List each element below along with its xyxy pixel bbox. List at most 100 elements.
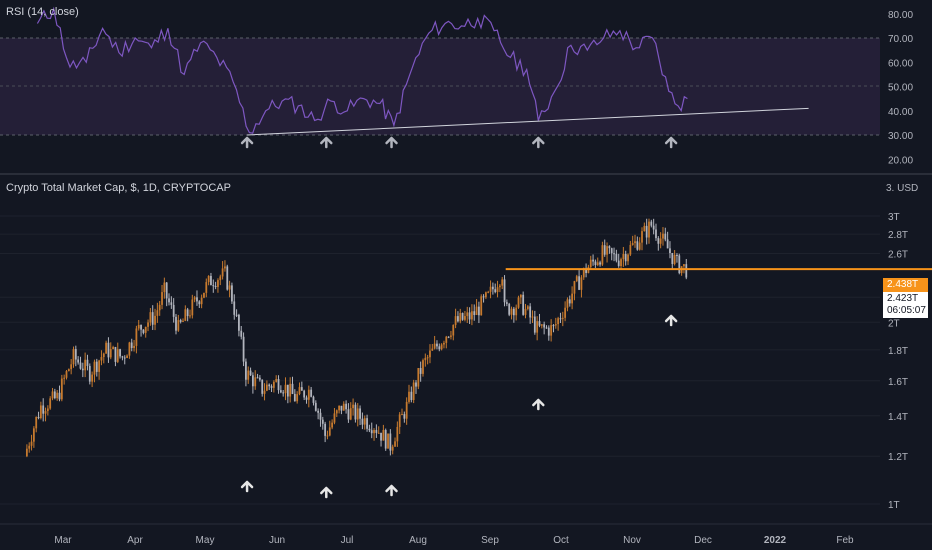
candle-body xyxy=(328,427,331,436)
candle-body xyxy=(186,309,189,317)
x-tick-label: Aug xyxy=(409,535,427,546)
candle-body xyxy=(575,276,578,282)
candle-body xyxy=(643,225,646,232)
candle-body xyxy=(503,279,506,303)
candle-body xyxy=(231,285,233,302)
price-up-arrow-icon xyxy=(385,484,398,497)
currency-label[interactable]: 3. USD xyxy=(886,183,918,194)
candle-body xyxy=(431,348,434,351)
rsi-panel: RSI (14, close) 80.00 70.00 60.00 50.00 40.0… xyxy=(0,6,913,166)
x-axis[interactable]: Mar Apr May Jun Jul Aug Sep Oct Nov Dec 2022 Feb xyxy=(54,535,854,546)
candle-body xyxy=(473,311,476,315)
candle-body xyxy=(221,268,224,277)
candle-body xyxy=(79,362,82,369)
candle-body xyxy=(464,316,466,320)
candle-body xyxy=(454,316,457,325)
candle-body xyxy=(468,312,471,320)
candle-body xyxy=(394,441,396,447)
candle-body xyxy=(480,296,483,316)
candle-body xyxy=(352,404,354,409)
candle-body xyxy=(193,297,196,300)
candle-body xyxy=(51,391,54,399)
candle-body xyxy=(515,307,518,316)
last-value: 2.423T xyxy=(887,293,919,304)
candle-body xyxy=(116,349,119,362)
x-tick-label: 2022 xyxy=(764,535,787,546)
price-up-arrow-icon xyxy=(320,486,333,499)
candle-body xyxy=(629,244,632,255)
candle-body xyxy=(291,383,294,394)
candle-body xyxy=(487,291,490,293)
candle-body xyxy=(91,374,94,382)
candle-body xyxy=(450,335,452,337)
candle-body xyxy=(198,301,201,305)
candle-body xyxy=(517,297,520,308)
rsi-line xyxy=(36,6,688,134)
candle-body xyxy=(354,404,357,420)
candle-body xyxy=(436,343,438,347)
candle-body xyxy=(683,264,685,267)
candle-body xyxy=(538,321,541,326)
candle-body xyxy=(377,432,380,434)
candle-body xyxy=(349,408,352,420)
candle-body xyxy=(408,391,410,402)
x-tick-label: Mar xyxy=(54,535,72,546)
candle-body xyxy=(272,381,275,388)
rsi-tick-label: 60.00 xyxy=(888,58,913,69)
candle-body xyxy=(494,289,497,293)
candle-body xyxy=(95,361,98,372)
candle-body xyxy=(72,349,75,365)
rsi-trendline[interactable] xyxy=(247,107,809,136)
candle-body xyxy=(359,408,361,419)
candle-body xyxy=(368,428,371,431)
candle-body xyxy=(422,360,424,374)
candle-body xyxy=(324,423,327,436)
candle-body xyxy=(226,266,229,290)
candle-body xyxy=(415,382,417,387)
x-tick-label: Feb xyxy=(836,535,854,546)
candle-body xyxy=(53,391,56,399)
candle-body xyxy=(144,326,147,333)
candle-body xyxy=(35,416,38,429)
candle-body xyxy=(405,401,408,419)
candle-body xyxy=(387,433,389,449)
price-panel: Crypto Total Market Cap, $, 1D, CRYPTOCA… xyxy=(0,182,932,511)
candle-body xyxy=(100,357,103,361)
candle-body xyxy=(440,344,443,350)
candle-body xyxy=(666,239,669,249)
candle-body xyxy=(32,428,35,442)
candle-body xyxy=(389,433,392,451)
candle-body xyxy=(342,403,345,411)
candle-body xyxy=(207,275,210,283)
candle-body xyxy=(459,313,462,322)
candle-body xyxy=(49,398,52,409)
candle-body xyxy=(42,405,45,414)
candle-body xyxy=(333,413,336,423)
candle-body xyxy=(657,238,660,244)
candle-body xyxy=(678,255,681,274)
candle-body xyxy=(585,268,587,273)
x-tick-label: May xyxy=(196,535,215,546)
candle-body xyxy=(84,359,87,371)
candle-body xyxy=(382,429,385,441)
candle-body xyxy=(326,435,329,437)
price-tick-label: 1.2T xyxy=(888,452,908,463)
rsi-y-axis[interactable]: 80.00 70.00 60.00 50.00 40.00 30.00 20.00 xyxy=(888,10,913,167)
candle-body xyxy=(622,253,625,260)
candle-body xyxy=(471,311,473,320)
price-tick-label: 2.8T xyxy=(888,230,908,241)
candle-body xyxy=(121,356,124,358)
candle-body xyxy=(417,368,420,387)
candle-body xyxy=(627,254,629,262)
candle-body xyxy=(126,355,128,359)
candle-body xyxy=(589,259,592,268)
candle-body xyxy=(641,231,643,243)
candle-body xyxy=(56,392,59,399)
price-title: Crypto Total Market Cap, $, 1D, CRYPTOCA… xyxy=(6,182,231,194)
candle-body xyxy=(412,382,415,401)
candle-body xyxy=(147,322,149,327)
candle-body xyxy=(279,390,282,393)
candle-body xyxy=(107,342,110,358)
candle-body xyxy=(489,286,492,292)
